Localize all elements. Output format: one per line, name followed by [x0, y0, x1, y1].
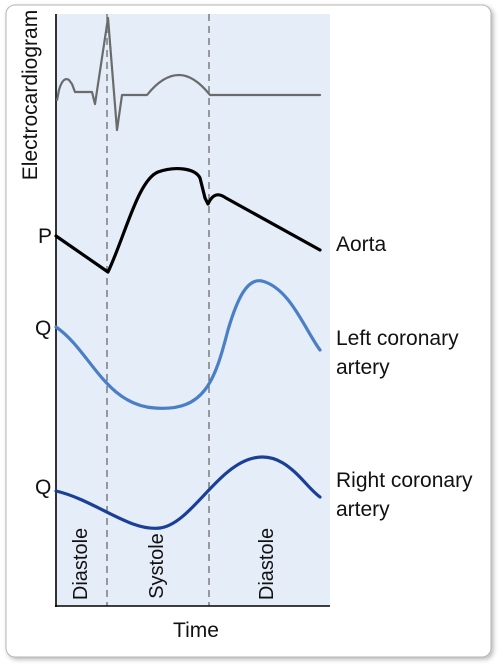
right-flow-axis-label: Q [35, 476, 51, 499]
pressure-axis-label: P [38, 225, 52, 248]
left-coronary-trace [54, 279, 322, 410]
plot-panel [56, 14, 330, 606]
left-coronary-label-line2: artery [336, 356, 390, 379]
phase-label-diastole-early: Diastole [70, 528, 92, 600]
left-flow-axis-label: Q [35, 317, 51, 340]
right-coronary-trace [54, 455, 322, 530]
x-axis-label: Time [173, 619, 219, 642]
left-coronary-label-line1: Left coronary [336, 327, 459, 350]
phase-label-diastole-late: Diastole [256, 528, 278, 600]
aorta-trace [54, 167, 322, 274]
ecg-trace [55, 16, 322, 132]
right-coronary-label-line1: Right coronary [336, 469, 473, 492]
ecg-axis-label: Electrocardiogram [19, 10, 42, 180]
phase-label-systole: Systole [146, 533, 168, 599]
right-coronary-label-line2: artery [336, 498, 390, 521]
aorta-label: Aorta [336, 233, 387, 256]
